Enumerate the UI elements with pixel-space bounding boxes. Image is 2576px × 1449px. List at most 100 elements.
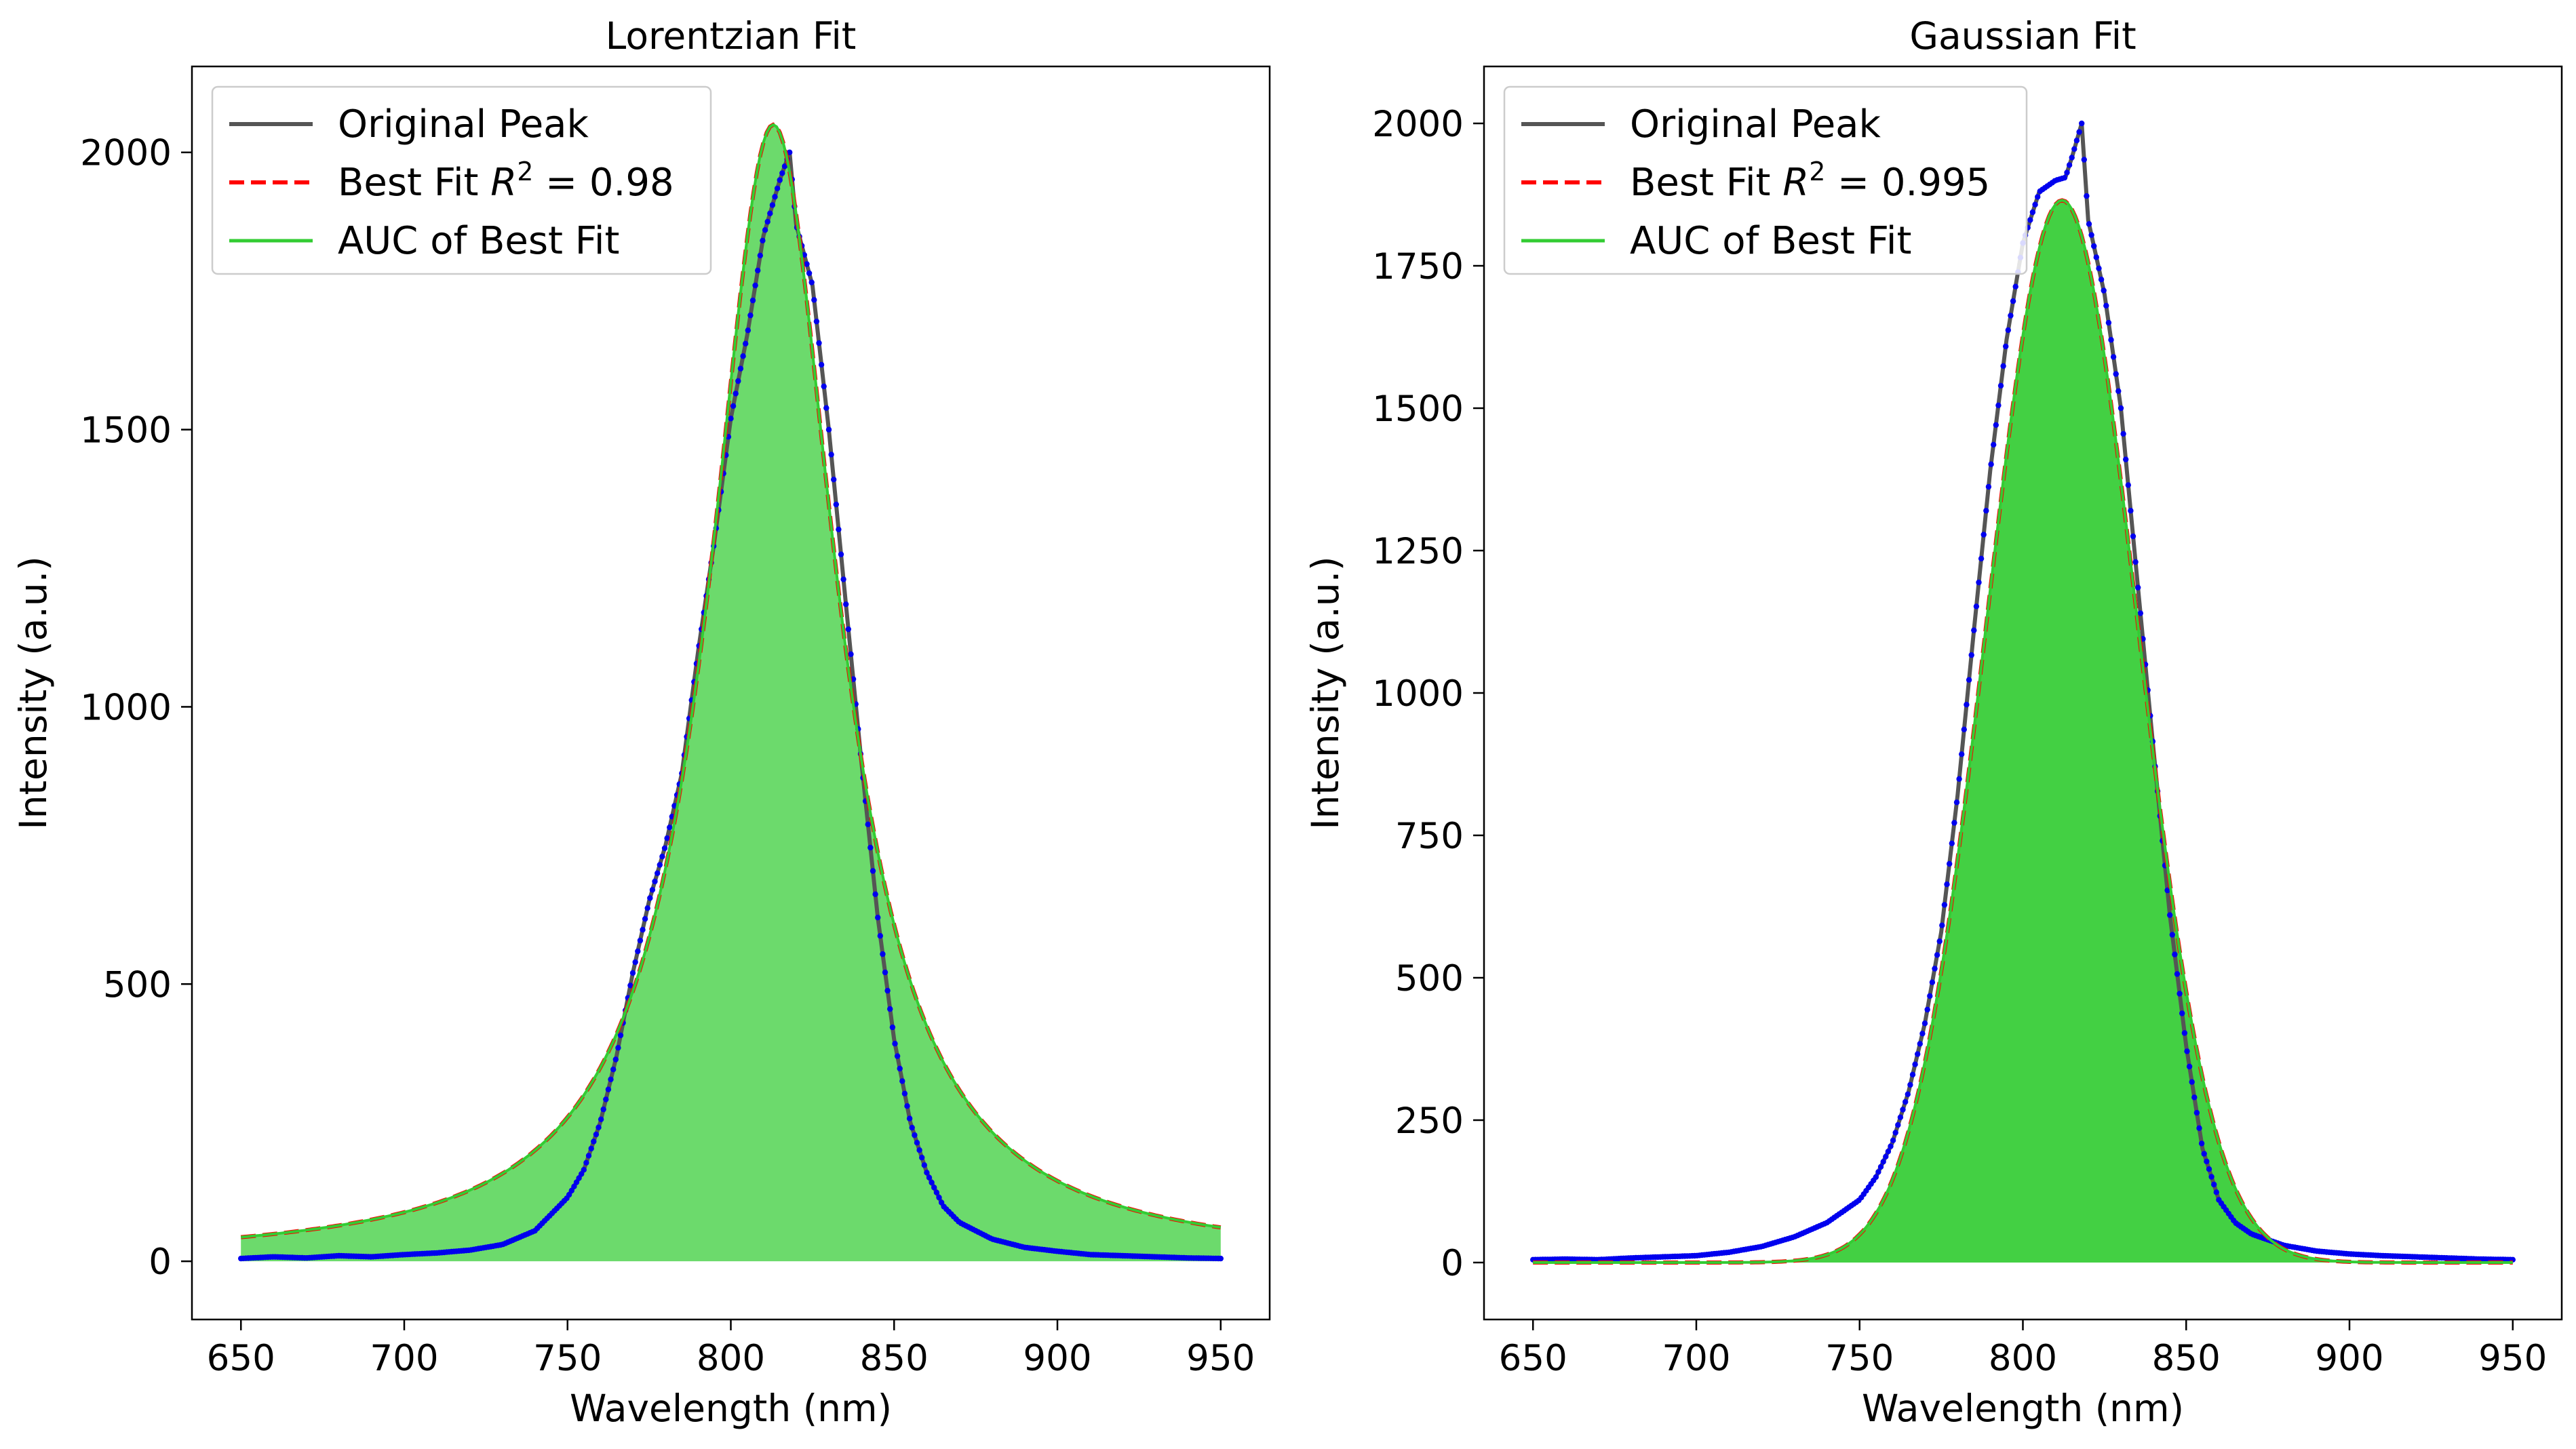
data-point [617,1032,624,1039]
data-point [1968,652,1974,658]
y-tick-label: 250 [1395,1100,1464,1142]
data-point [938,1199,945,1206]
legend-label-best-fit-var: R [490,161,517,205]
data-point [2118,405,2124,412]
data-point [2073,138,2080,144]
data-point [581,1167,587,1173]
data-point [2132,559,2139,565]
data-point [2061,175,2068,181]
data-point [1919,1031,1926,1037]
legend-box [211,85,712,275]
data-point [760,237,766,243]
x-axis-label: Wavelength (nm) [1862,1387,2184,1430]
data-point [924,1170,930,1176]
data-point [2027,217,2033,223]
data-point [828,452,834,458]
data-point [664,835,670,841]
data-point [877,933,884,939]
data-point [657,862,663,868]
series-layer [238,122,1224,1262]
data-point [2076,129,2082,135]
legend-label-best-fit-prefix: Best Fit [338,161,490,205]
data-point [2177,991,2183,997]
data-point [583,1159,589,1166]
data-point [2105,319,2112,326]
auc-outline-line [1533,199,2513,1264]
data-point [629,970,636,976]
data-point [2035,194,2041,200]
data-point [655,870,661,877]
x-tick-label: 750 [533,1338,602,1379]
data-point [875,915,881,921]
x-axis-label: Wavelength (nm) [570,1387,892,1430]
data-point [1880,1159,1886,1165]
y-tick-label: 0 [1441,1243,1464,1284]
y-axis-label: Intensity (a.u.) [1304,556,1347,829]
x-tick-label: 700 [1662,1338,1730,1379]
data-point [1966,677,1972,683]
data-point [2108,337,2114,343]
data-point [1902,1098,1909,1105]
data-point [1907,1081,1913,1088]
data-point [889,1024,896,1031]
data-point [2128,508,2134,514]
data-point [2093,254,2099,260]
data-point [743,340,749,346]
data-point [2135,584,2141,591]
data-point [2130,533,2136,540]
data-point [649,887,656,893]
data-point [615,1045,621,1051]
y-tick-label: 1250 [1372,531,1464,572]
data-point [2000,363,2006,369]
legend-label-best-fit-suffix: = 0.995 [1825,161,1990,205]
data-point [593,1131,600,1138]
data-point [2174,971,2181,977]
data-point [897,1065,903,1072]
data-point [2179,1010,2185,1016]
legend-label-best-fit-suffix: = 0.98 [533,161,674,205]
data-point [596,1124,602,1130]
data-points [238,149,1224,1262]
data-point [2191,1094,2198,1100]
data-point [2186,1063,2193,1070]
data-point [777,177,783,183]
data-point [1877,1164,1884,1170]
legend-label-best-fit-prefix: Best Fit [1630,161,1782,205]
data-point [1924,1006,1930,1013]
data-point [749,297,756,304]
data-point [1953,799,1960,806]
x-tick-label: 900 [1023,1338,1091,1379]
data-point [2125,482,2131,488]
data-point [1941,902,1948,908]
data-point [637,937,644,944]
data-point [603,1096,609,1103]
y-tick-label: 0 [149,1242,172,1283]
data-point [1934,952,1940,958]
data-point [2066,162,2073,168]
x-tick-label: 850 [860,1338,929,1379]
data-point [1909,1071,1916,1078]
data-point [610,1067,617,1073]
data-point [1993,422,1999,428]
data-point [1905,1091,1911,1098]
data-point [811,297,817,303]
data-point [1915,1051,1921,1057]
data-point [730,403,737,409]
data-point [821,383,827,389]
x-tick-label: 750 [1825,1338,1894,1379]
data-point [840,576,846,582]
data-point [2189,1079,2195,1085]
auc-outline-line [240,123,1222,1239]
data-point [598,1116,604,1123]
data-point [1956,776,1962,782]
legend-label-original: Original Peak [338,102,589,146]
data-point [1885,1149,1892,1155]
data-point [635,948,641,955]
data-point [1217,1255,1224,1262]
data-point [1892,1130,1898,1136]
data-point [2181,1030,2188,1036]
data-point [769,202,776,208]
data-point [2091,243,2097,250]
legend-label-auc: AUC of Best Fit [1630,219,1911,263]
